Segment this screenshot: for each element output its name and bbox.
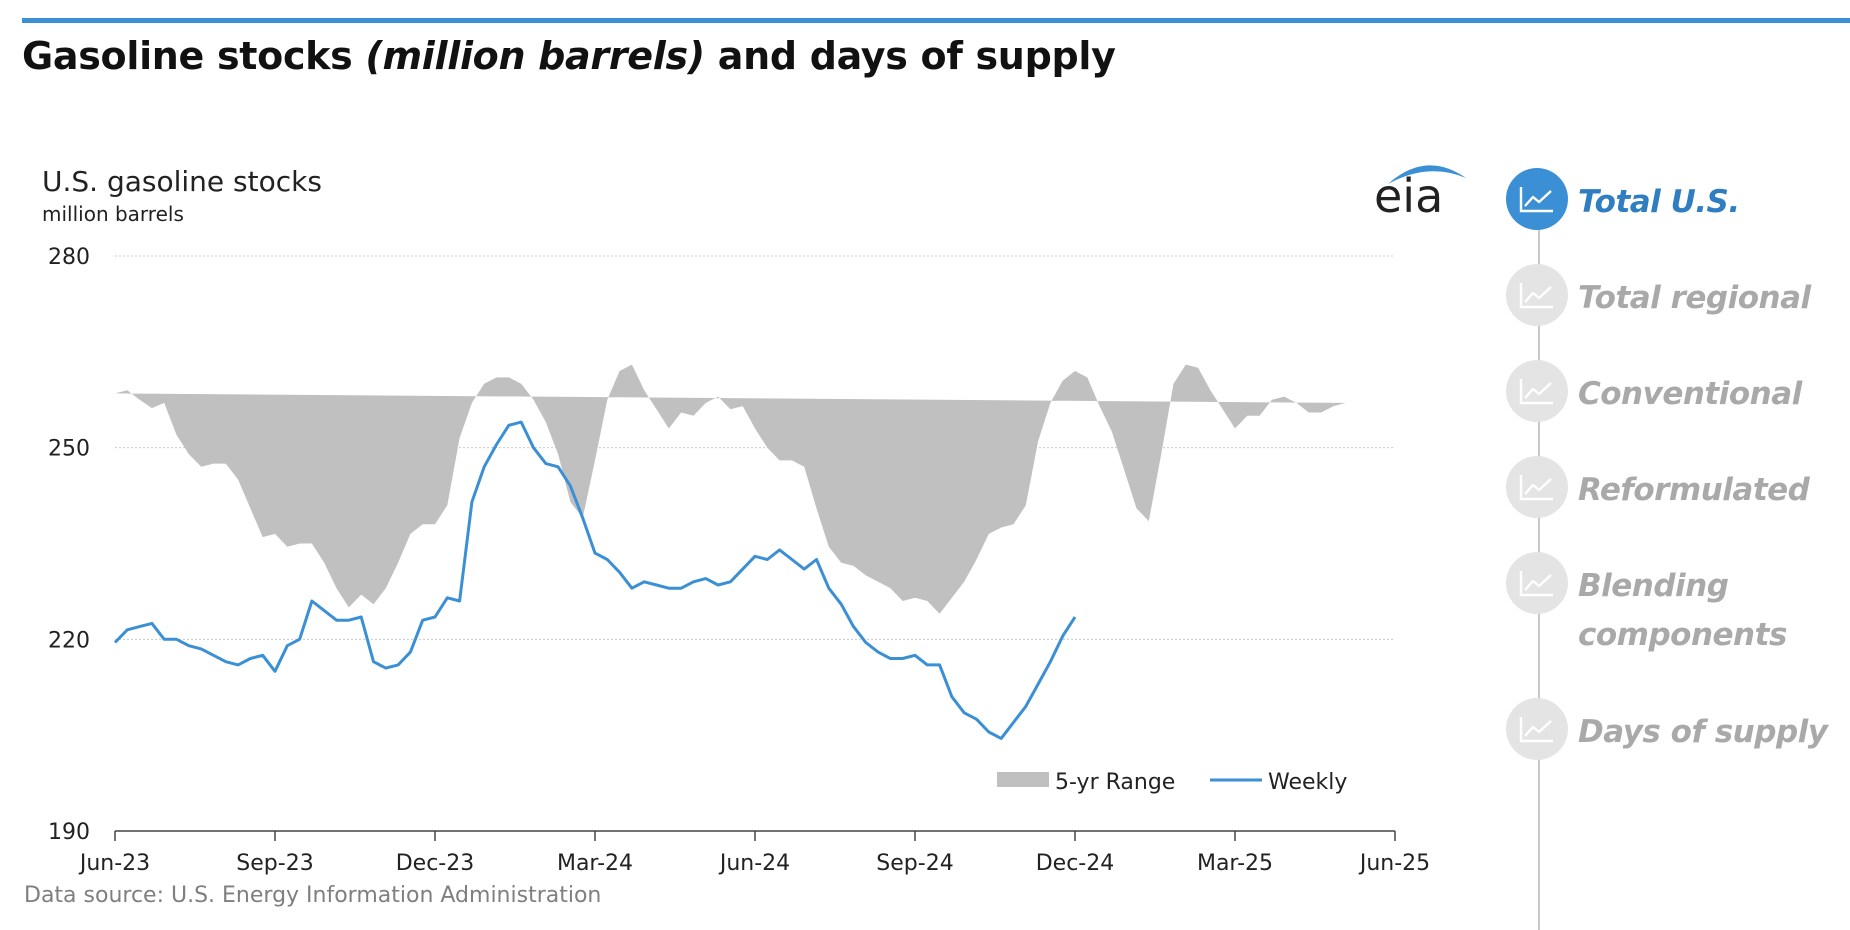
nav-item-label: Reformulated	[1578, 472, 1810, 508]
x-tick-label: Jun-24	[718, 851, 790, 876]
line-chart-icon	[1519, 717, 1553, 743]
line-chart-icon	[1519, 379, 1553, 405]
nav-icon-circle	[1506, 360, 1568, 422]
chart-subtitle: million barrels	[42, 202, 184, 226]
x-tick-label: Dec-24	[1036, 851, 1115, 876]
y-tick-label: 190	[48, 820, 90, 845]
y-tick-label: 220	[48, 628, 90, 653]
legend-range-swatch	[997, 772, 1049, 787]
svg-text:eia: eia	[1374, 169, 1443, 220]
nav-icon-circle	[1506, 698, 1568, 760]
nav-item-label: Days of supply	[1578, 714, 1828, 750]
nav-item-label: Conventional	[1578, 376, 1802, 412]
nav-item-reformulated[interactable]: Reformulated	[1506, 456, 1850, 518]
nav-item-label: Total regional	[1578, 280, 1811, 316]
line-chart-icon	[1519, 283, 1553, 309]
x-tick-label: Dec-23	[396, 851, 475, 876]
x-tick-label: Sep-23	[236, 851, 313, 876]
line-chart-icon	[1519, 475, 1553, 501]
line-chart-icon	[1519, 571, 1553, 597]
x-tick-label: Mar-24	[557, 851, 633, 876]
x-tick-label: Sep-24	[876, 851, 953, 876]
y-tick-label: 280	[48, 245, 90, 270]
weekly-series-line	[113, 420, 1077, 740]
gasoline-stocks-chart: 190 220 250 280 Jun-23 Sep-23 Dec-23 Mar-24 Jun-…	[48, 245, 1430, 876]
x-tick-label: Jun-23	[78, 851, 150, 876]
x-tick-label: Jun-25	[1358, 851, 1430, 876]
nav-icon-circle	[1506, 264, 1568, 326]
nav-item-total-regional[interactable]: Total regional	[1506, 264, 1850, 326]
legend-weekly-label: Weekly	[1268, 770, 1347, 795]
chart-title: U.S. gasoline stocks	[42, 165, 322, 198]
nav-icon-circle	[1506, 552, 1568, 614]
y-tick-label: 250	[48, 437, 90, 462]
five-year-range-area	[115, 364, 1346, 614]
nav-item-label: Total U.S.	[1578, 184, 1740, 220]
eia-logo: eia	[1374, 165, 1466, 220]
x-tick-label: Mar-25	[1197, 851, 1273, 876]
top-accent-bar	[22, 18, 1850, 23]
nav-item-blending-components[interactable]: Blending components	[1506, 552, 1850, 660]
nav-icon-circle	[1506, 168, 1568, 230]
nav-item-label: Blending components	[1578, 568, 1787, 653]
nav-item-days-of-supply[interactable]: Days of supply	[1506, 698, 1850, 760]
data-source-note: Data source: U.S. Energy Information Adm…	[24, 883, 602, 908]
legend-range-label: 5-yr Range	[1055, 770, 1175, 795]
page-title: Gasoline stocks (million barrels) and da…	[22, 34, 1116, 78]
nav-item-total-u-s[interactable]: Total U.S.	[1506, 168, 1850, 230]
nav-item-conventional[interactable]: Conventional	[1506, 360, 1850, 422]
line-chart-icon	[1519, 187, 1553, 213]
nav-icon-circle	[1506, 456, 1568, 518]
